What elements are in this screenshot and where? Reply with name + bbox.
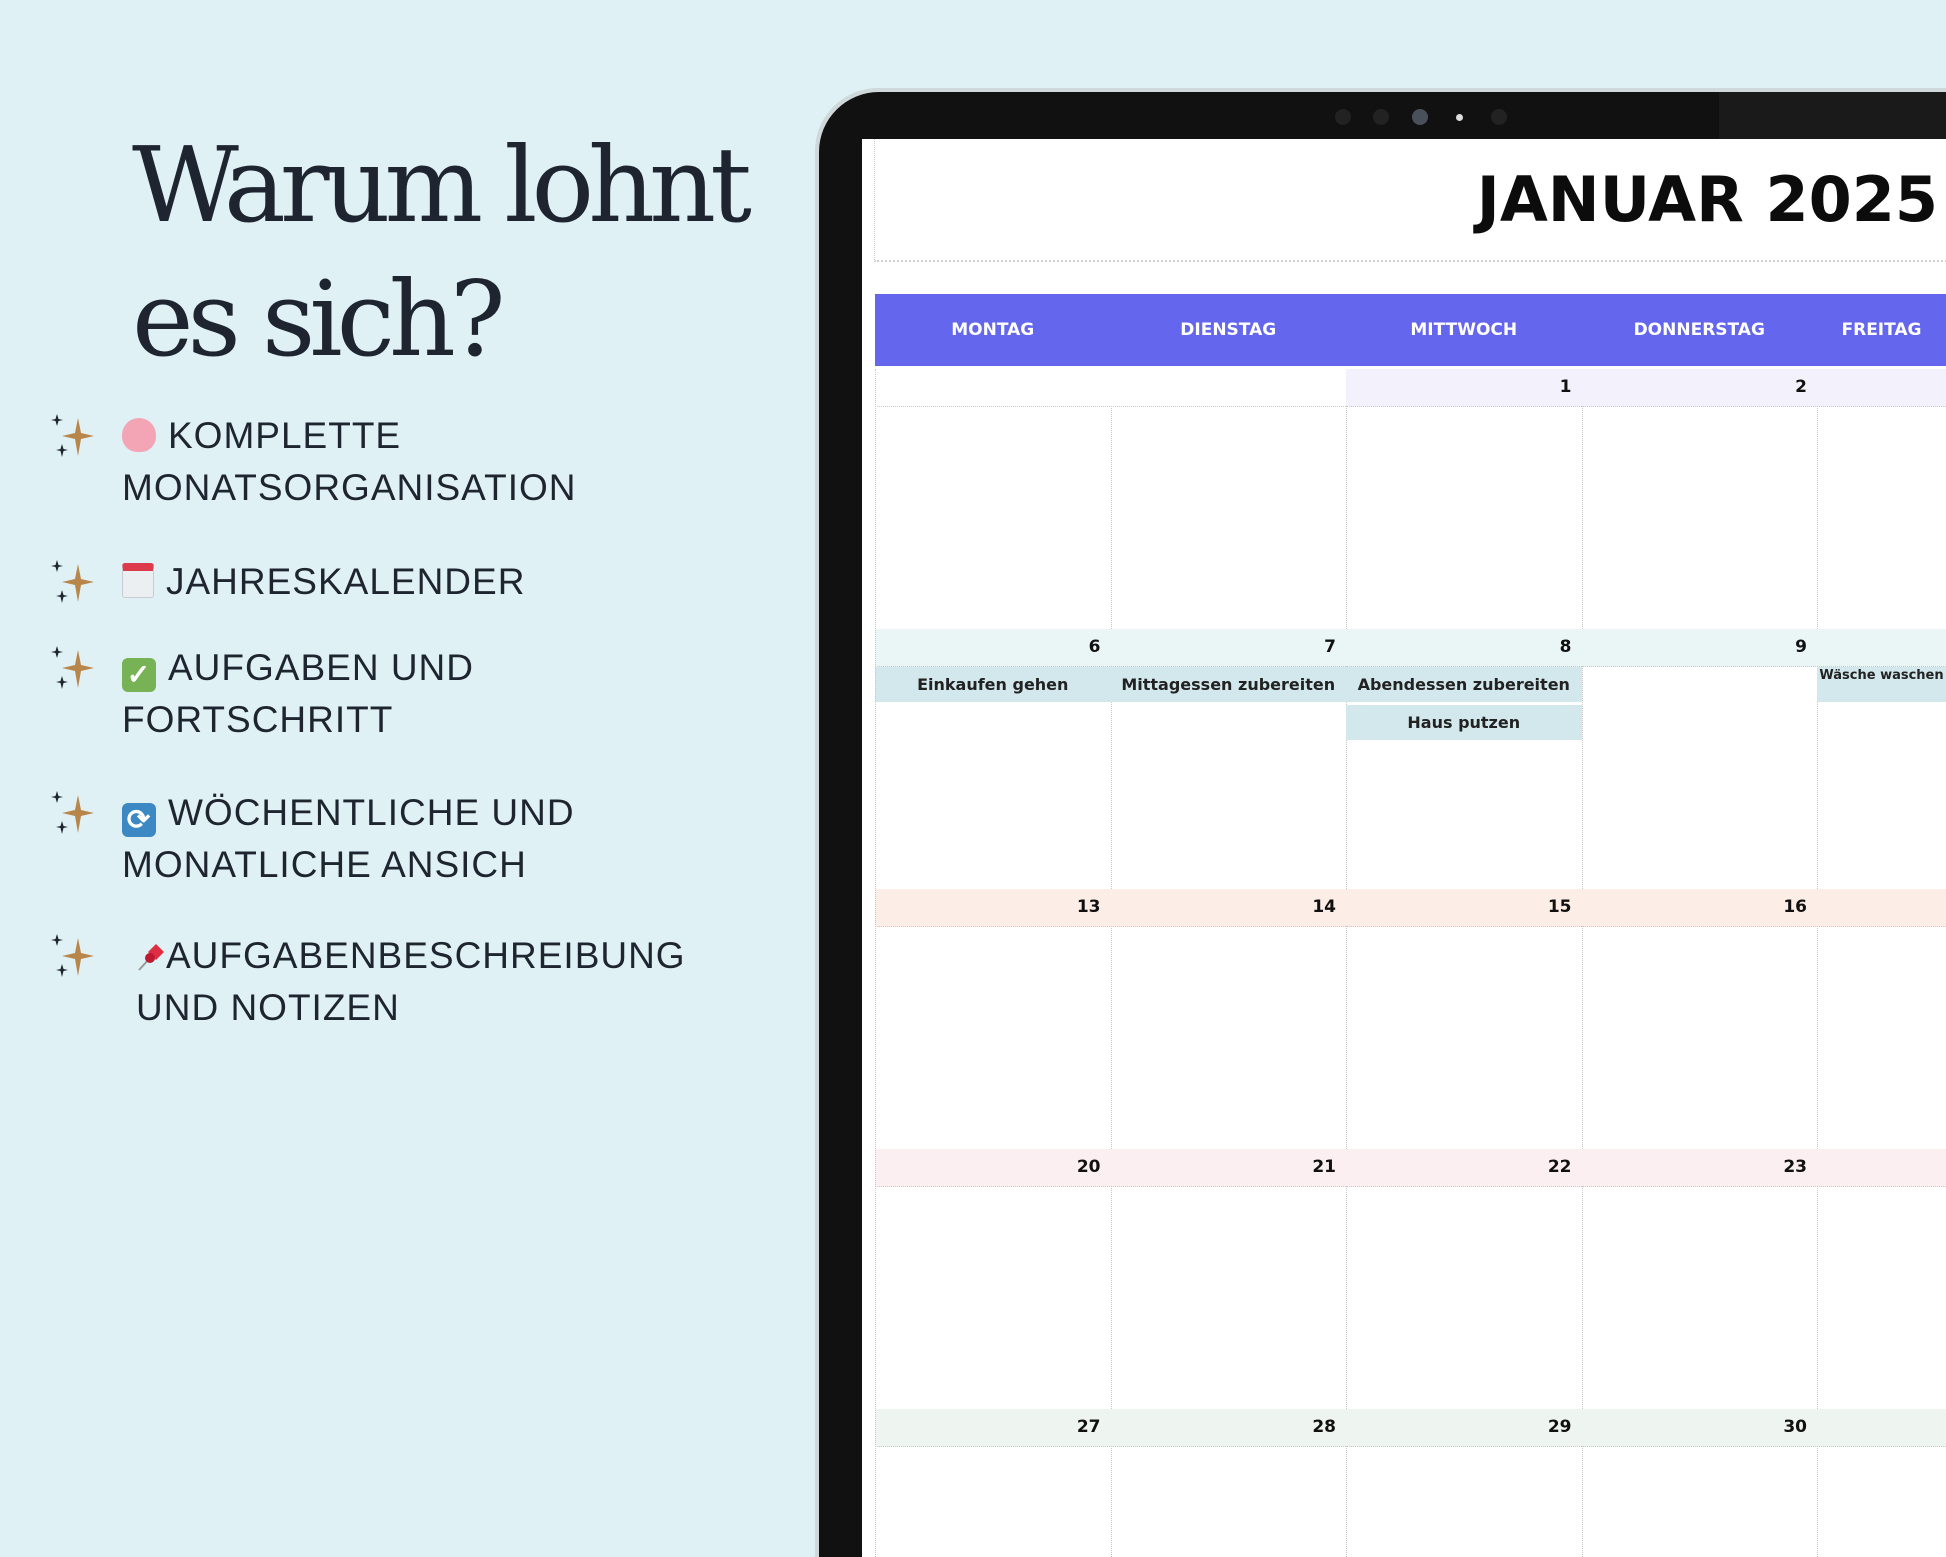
cell-divider — [1581, 926, 1583, 1149]
task-item[interactable]: Einkaufen gehen — [875, 667, 1111, 702]
cell-divider — [1581, 1446, 1583, 1557]
week-number-row — [875, 1409, 1946, 1447]
task-item[interactable]: Wäsche waschen — [1817, 667, 1946, 702]
day-number[interactable]: 27 — [1076, 1417, 1101, 1437]
sparkles-icon — [51, 560, 94, 603]
day-number[interactable]: 20 — [1076, 1157, 1101, 1177]
feature-line-2: MONATLICHE ANSICH — [122, 844, 527, 885]
cell-divider — [1581, 406, 1583, 629]
week-number-row-empty — [875, 369, 1346, 407]
feature-line-2: FORTSCHRITT — [122, 699, 394, 740]
cell-divider — [1110, 406, 1112, 629]
day-number[interactable]: 2 — [1795, 377, 1807, 397]
task-item[interactable]: Mittagessen zubereiten — [1110, 667, 1346, 702]
feature-line-1: JAHRESKALENDER — [166, 561, 526, 602]
week-number-row — [1346, 369, 1946, 407]
pushpin-icon — [136, 934, 166, 971]
cell-divider — [1817, 926, 1818, 1149]
cell-divider — [1581, 1186, 1583, 1409]
camera-indicator — [1456, 114, 1463, 121]
day-number[interactable]: 14 — [1312, 897, 1336, 917]
week-number-row — [875, 629, 1946, 667]
day-number[interactable]: 29 — [1547, 1417, 1572, 1437]
cell-divider — [1346, 926, 1347, 1149]
camera-dot — [1491, 109, 1507, 125]
feature-text: KOMPLETTE MONATSORGANISATION — [122, 410, 576, 514]
weekday-montag: MONTAG — [951, 320, 1035, 340]
day-number[interactable]: 23 — [1783, 1157, 1807, 1177]
sparkles-icon — [51, 791, 94, 834]
cell-divider — [1817, 1446, 1818, 1557]
cell-divider — [1346, 1446, 1347, 1557]
cell-divider — [1817, 666, 1818, 889]
grid-left-border — [875, 369, 876, 1557]
feature-line-1: AUFGABEN UND — [168, 647, 474, 688]
feature-line-2: UND NOTIZEN — [136, 987, 400, 1028]
cell-divider — [1817, 1186, 1818, 1409]
cell-divider — [1110, 926, 1112, 1149]
feature-line-2: MONATSORGANISATION — [122, 467, 577, 508]
weekday-freitag: FREITAG — [1841, 320, 1922, 340]
feature-text: JAHRESKALENDER — [122, 556, 525, 608]
weekday-mittwoch: MITTWOCH — [1410, 320, 1518, 340]
sparkles-icon — [51, 934, 94, 977]
cell-divider — [1581, 666, 1583, 889]
day-number[interactable]: 7 — [1324, 637, 1336, 657]
day-number[interactable]: 13 — [1076, 897, 1101, 917]
day-number[interactable]: 22 — [1547, 1157, 1572, 1177]
feature-text: ✓ AUFGABEN UND FORTSCHRITT — [122, 642, 474, 746]
cell-divider — [1346, 406, 1347, 629]
cell-divider — [1110, 1446, 1112, 1557]
camera-lens — [1412, 109, 1428, 125]
day-number[interactable]: 8 — [1559, 637, 1572, 657]
week-number-row — [875, 889, 1946, 927]
calendar-icon — [122, 563, 154, 598]
feature-text: AUFGABENBESCHREIBUNG UND NOTIZEN — [136, 930, 686, 1034]
calendar-title: JANUAR 2025 — [1476, 163, 1938, 236]
title-area — [874, 139, 1946, 262]
tablet-bezel-sheen — [1719, 92, 1946, 140]
day-number[interactable]: 6 — [1088, 637, 1101, 657]
day-number[interactable]: 9 — [1795, 637, 1807, 657]
day-number[interactable]: 15 — [1547, 897, 1572, 917]
sparkles-icon — [51, 414, 94, 457]
repeat-icon: ⟳ — [122, 803, 156, 837]
feature-text: ⟳ WÖCHENTLICHE UND MONATLICHE ANSICH — [122, 787, 575, 891]
task-item[interactable]: Haus putzen — [1346, 705, 1582, 740]
cell-divider — [1110, 1186, 1112, 1409]
headline-line-2: es sich? — [132, 258, 506, 380]
sparkles-icon — [51, 646, 94, 689]
day-number[interactable]: 21 — [1312, 1157, 1336, 1177]
day-number[interactable]: 28 — [1312, 1417, 1336, 1437]
day-number[interactable]: 30 — [1783, 1417, 1807, 1437]
cell-divider — [1110, 666, 1112, 889]
headline: Warum lohnt es sich? — [132, 118, 752, 386]
weekday-donnerstag: DONNERSTAG — [1633, 320, 1765, 340]
calendar-screen: JANUAR 2025 MONTAG DIENSTAG MITTWOCH DONNER… — [862, 139, 1946, 1557]
headline-line-1: Warum lohnt — [132, 124, 752, 246]
cell-divider — [1346, 666, 1347, 889]
check-icon: ✓ — [122, 658, 156, 692]
day-number[interactable]: 1 — [1559, 377, 1572, 397]
weekday-dienstag: DIENSTAG — [1180, 320, 1277, 340]
camera-dot — [1373, 109, 1389, 125]
weekday-header: MONTAG DIENSTAG MITTWOCH DONNERSTAG FREITAG — [875, 294, 1946, 366]
brain-icon — [122, 418, 156, 452]
cell-divider — [1817, 406, 1818, 629]
task-item[interactable]: Abendessen zubereiten — [1346, 667, 1582, 702]
day-number[interactable]: 16 — [1783, 897, 1807, 917]
cell-divider — [1346, 1186, 1347, 1409]
camera-dot — [1335, 109, 1351, 125]
feature-line-1: KOMPLETTE — [168, 415, 402, 456]
feature-line-1: WÖCHENTLICHE UND — [168, 792, 575, 833]
feature-line-1: AUFGABENBESCHREIBUNG — [166, 935, 686, 976]
week-number-row — [875, 1149, 1946, 1187]
